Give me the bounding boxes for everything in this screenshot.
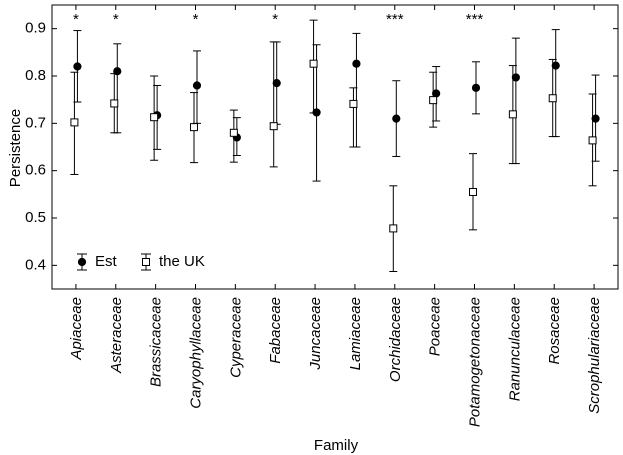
- x-tick-label: Potamogetonaceae: [467, 297, 484, 427]
- data-point: [229, 128, 238, 137]
- data-point: [429, 96, 438, 105]
- x-tick-label: Ranunculaceae: [506, 297, 523, 401]
- plot-frame: [51, 4, 619, 290]
- significance-marker: ***: [466, 11, 484, 28]
- data-point: [591, 114, 600, 123]
- series-filled-circle: [73, 29, 600, 182]
- x-tick-label: Apiaceae: [68, 297, 85, 361]
- legend: Est the UK: [77, 253, 205, 271]
- x-tick-label: Poaceae: [427, 297, 444, 356]
- significance-marker: *: [73, 11, 79, 28]
- data-point: [389, 224, 398, 233]
- data-point: [73, 62, 82, 71]
- y-axis-title: Persistence: [7, 109, 24, 187]
- data-point: [588, 136, 597, 145]
- y-tick-label: 0.5: [25, 209, 46, 226]
- y-tick-label: 0.4: [25, 256, 46, 273]
- y-tick-label: 0.9: [25, 20, 46, 37]
- data-point: [77, 257, 87, 267]
- data-point: [189, 123, 198, 132]
- data-point: [471, 83, 481, 92]
- data-point: [469, 187, 478, 196]
- x-tick-label: Juncaceae: [307, 297, 324, 371]
- plot-labels: 0.4 0.5 0.6 0.7 0.8 0.9 Apiaceae Asteraceae Bras…: [25, 11, 603, 427]
- data-point: [349, 99, 358, 108]
- legend-item: Est: [77, 253, 118, 271]
- legend-label: Est: [95, 253, 118, 270]
- series-open-square: [70, 19, 597, 272]
- data-point: [269, 122, 278, 131]
- plot-axes: [51, 4, 619, 290]
- data-point: [150, 113, 159, 122]
- x-tick-label: Brassicaceae: [148, 297, 165, 387]
- data-point: [352, 59, 361, 68]
- data-point: [309, 59, 318, 68]
- data-point: [142, 258, 150, 266]
- data-point: [113, 67, 122, 76]
- x-axis-title: Family: [314, 437, 359, 454]
- legend-label: the UK: [159, 253, 205, 270]
- data-point: [392, 114, 401, 123]
- data-point: [110, 99, 119, 108]
- significance-marker: ***: [386, 11, 404, 28]
- data-point: [192, 81, 202, 90]
- x-tick-label: Rosaceae: [546, 297, 563, 365]
- x-tick-label: Lamiaceae: [347, 297, 364, 370]
- x-tick-label: Fabaceae: [267, 297, 284, 364]
- data-point: [70, 118, 79, 127]
- data-point: [272, 79, 281, 88]
- x-tick-label: Scrophulariaceae: [586, 297, 603, 414]
- x-tick-label: Orchidaceae: [387, 297, 404, 382]
- data-point: [548, 94, 557, 103]
- x-tick-label: Asteraceae: [108, 297, 125, 374]
- data-point: [551, 61, 560, 70]
- y-tick-label: 0.8: [25, 67, 46, 84]
- plot-marks: [70, 19, 600, 272]
- data-point: [511, 73, 520, 82]
- significance-marker: *: [272, 11, 278, 28]
- significance-marker: *: [113, 11, 119, 28]
- x-tick-label: Cyperaceae: [227, 297, 244, 378]
- y-tick-label: 0.7: [25, 114, 46, 131]
- significance-marker: *: [193, 11, 199, 28]
- x-tick-label: Caryophyllaceae: [187, 297, 204, 409]
- data-point: [508, 110, 517, 119]
- legend-item: the UK: [141, 253, 205, 271]
- y-tick-label: 0.6: [25, 162, 46, 179]
